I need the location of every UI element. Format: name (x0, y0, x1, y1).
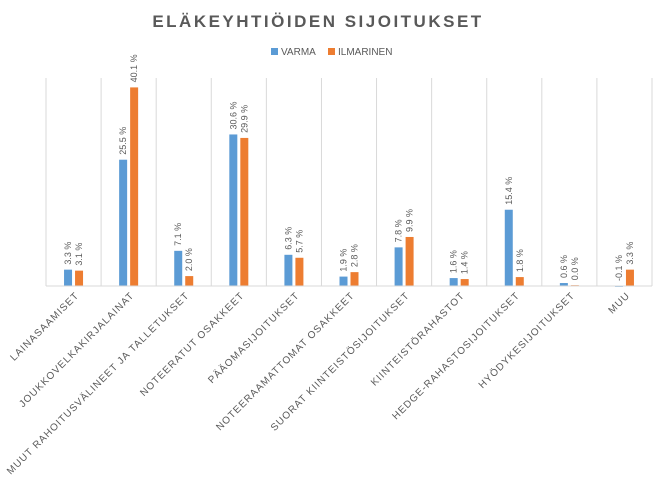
data-label-varma-6: 7.8 % (394, 219, 404, 242)
bar-varma-0 (64, 269, 73, 286)
data-label-ilmarinen-8: 1.8 % (515, 249, 525, 272)
bar-ilmarinen-1 (130, 87, 139, 287)
data-label-ilmarinen-2: 2.0 % (184, 248, 194, 271)
category-label-4: PÄÄOMASIJOITUKSET (206, 290, 302, 386)
category-label-7: KIINTEISTÖRAHASTOT (368, 290, 467, 389)
data-label-varma-10: -0.1 % (614, 255, 624, 281)
bars (64, 87, 634, 287)
bar-varma-7 (449, 278, 458, 286)
data-label-ilmarinen-1: 40.1 % (129, 54, 139, 82)
data-label-varma-5: 1.9 % (339, 249, 349, 272)
data-label-ilmarinen-3: 29.9 % (239, 105, 249, 133)
bar-ilmarinen-8 (515, 277, 524, 286)
bar-varma-2 (174, 250, 183, 286)
category-label-9: HYÖDYKESIJOITUKSET (476, 290, 577, 391)
bar-varma-6 (394, 247, 403, 286)
legend: VARMA ILMARINEN (271, 47, 392, 58)
category-label-3: NOTEERATUT OSAKKEET (138, 290, 247, 399)
bar-varma-4 (284, 254, 293, 286)
data-label-ilmarinen-10: 3.3 % (625, 242, 635, 265)
gridlines (45, 78, 653, 286)
bar-ilmarinen-0 (75, 270, 84, 286)
bar-ilmarinen-10 (625, 269, 634, 286)
bar-varma-3 (229, 134, 238, 286)
legend-label-ilmarinen: ILMARINEN (338, 47, 392, 58)
bar-varma-9 (559, 283, 568, 286)
bar-varma-1 (119, 159, 128, 286)
bar-ilmarinen-6 (405, 236, 414, 286)
category-label-1: JOUKKOVELKAKIRJALAINAT (17, 290, 136, 409)
data-label-ilmarinen-7: 1.4 % (460, 251, 470, 274)
legend-swatch-ilmarinen (328, 48, 335, 55)
data-labels: 3.3 % 3.1 %25.5 %40.1 %7.1 %2.0 %30.6 % 29… (63, 54, 635, 281)
category-label-2: MUUT RAHOITUSVÄLINEET JA TALLETUKSET (4, 290, 191, 477)
data-label-ilmarinen-0: 3.1 % (74, 243, 84, 266)
chart-title: ELÄKEYHTIÖIDEN SIJOITUKSET (152, 12, 483, 31)
bar-ilmarinen-3 (240, 137, 249, 286)
legend-swatch-varma (271, 48, 278, 55)
legend-label-varma: VARMA (281, 47, 316, 58)
data-label-varma-9: 0.6 % (559, 255, 569, 278)
data-label-varma-4: 6.3 % (283, 227, 293, 250)
data-label-ilmarinen-6: 9.9 % (405, 209, 415, 232)
data-label-varma-2: 7.1 % (173, 223, 183, 246)
data-label-varma-8: 15.4 % (504, 177, 514, 205)
data-label-ilmarinen-5: 2.8 % (350, 244, 360, 267)
bar-ilmarinen-4 (295, 257, 304, 286)
data-label-varma-3: 30.6 % (228, 101, 238, 129)
bar-varma-8 (504, 209, 513, 286)
data-label-ilmarinen-9: 0.0 % (570, 257, 580, 280)
category-labels: LAINASAAMISETJOUKKOVELKAKIRJALAINATMUUT … (4, 290, 632, 477)
category-label-10: MUU (607, 290, 633, 316)
bar-ilmarinen-7 (460, 279, 469, 286)
bar-ilmarinen-5 (350, 272, 359, 286)
data-label-varma-1: 25.5 % (118, 127, 128, 155)
data-label-varma-7: 1.6 % (449, 250, 459, 273)
data-label-ilmarinen-4: 5.7 % (294, 230, 304, 253)
bar-varma-5 (339, 276, 348, 286)
bar-ilmarinen-2 (185, 276, 194, 286)
data-label-varma-0: 3.3 % (63, 242, 73, 265)
